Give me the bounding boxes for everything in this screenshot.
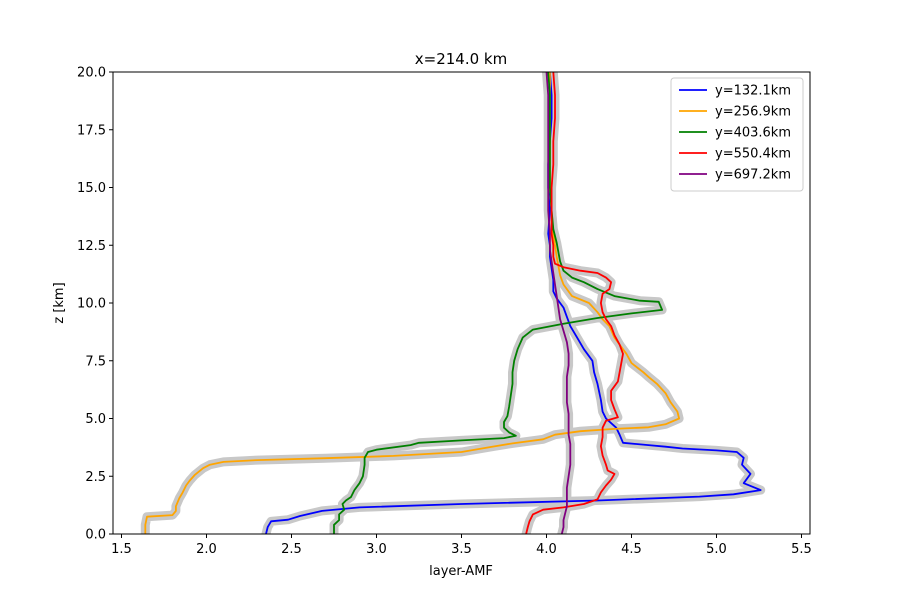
legend-label-3: y=550.4km: [715, 147, 791, 162]
y-axis-ticks: 0.0 2.5 5.0 7.5 10.0 12.5 15.0 17.5 20.0: [77, 66, 113, 543]
x-tick-label: 4.5: [621, 542, 642, 557]
chart-title: x=214.0 km: [415, 50, 507, 68]
series-line-3: [525, 72, 624, 534]
legend-box: [670, 77, 804, 192]
x-tick-label: 3.5: [451, 542, 472, 557]
y-tick-label: 2.5: [85, 470, 106, 485]
y-tick-label: 10.0: [77, 297, 106, 312]
y-tick-label: 0.0: [85, 528, 106, 543]
y-tick-label: 20.0: [77, 66, 106, 81]
x-axis-label: layer-AMF: [429, 564, 493, 579]
x-tick-label: 4.0: [536, 542, 557, 557]
x-tick-label: 5.5: [791, 542, 812, 557]
series-line-4: [545, 72, 572, 534]
legend-label-4: y=697.2km: [715, 168, 791, 183]
y-tick-label: 12.5: [77, 239, 106, 254]
x-tick-label: 1.5: [111, 542, 132, 557]
x-tick-label: 5.0: [706, 542, 727, 557]
series-line-2: [333, 72, 663, 534]
x-tick-label: 2.5: [281, 542, 302, 557]
y-tick-label: 15.0: [77, 181, 106, 196]
x-tick-label: 3.0: [366, 542, 387, 557]
legend-label-0: y=132.1km: [715, 84, 791, 99]
series-line-1: [144, 72, 680, 534]
x-axis-ticks: 1.5 2.0 2.5 3.0 3.5 4.0 4.5 5.0 5.5: [111, 534, 812, 557]
y-tick-label: 17.5: [77, 123, 106, 138]
y-tick-label: 7.5: [85, 354, 106, 369]
legend: y=132.1km y=256.9km y=403.6km y=550.4km y=69…: [670, 77, 804, 192]
y-axis-label: z [km]: [52, 282, 67, 323]
legend-label-1: y=256.9km: [715, 105, 791, 120]
series-lines: [144, 72, 762, 534]
x-tick-label: 2.0: [196, 542, 217, 557]
y-tick-label: 5.0: [85, 412, 106, 427]
legend-label-2: y=403.6km: [715, 126, 791, 141]
